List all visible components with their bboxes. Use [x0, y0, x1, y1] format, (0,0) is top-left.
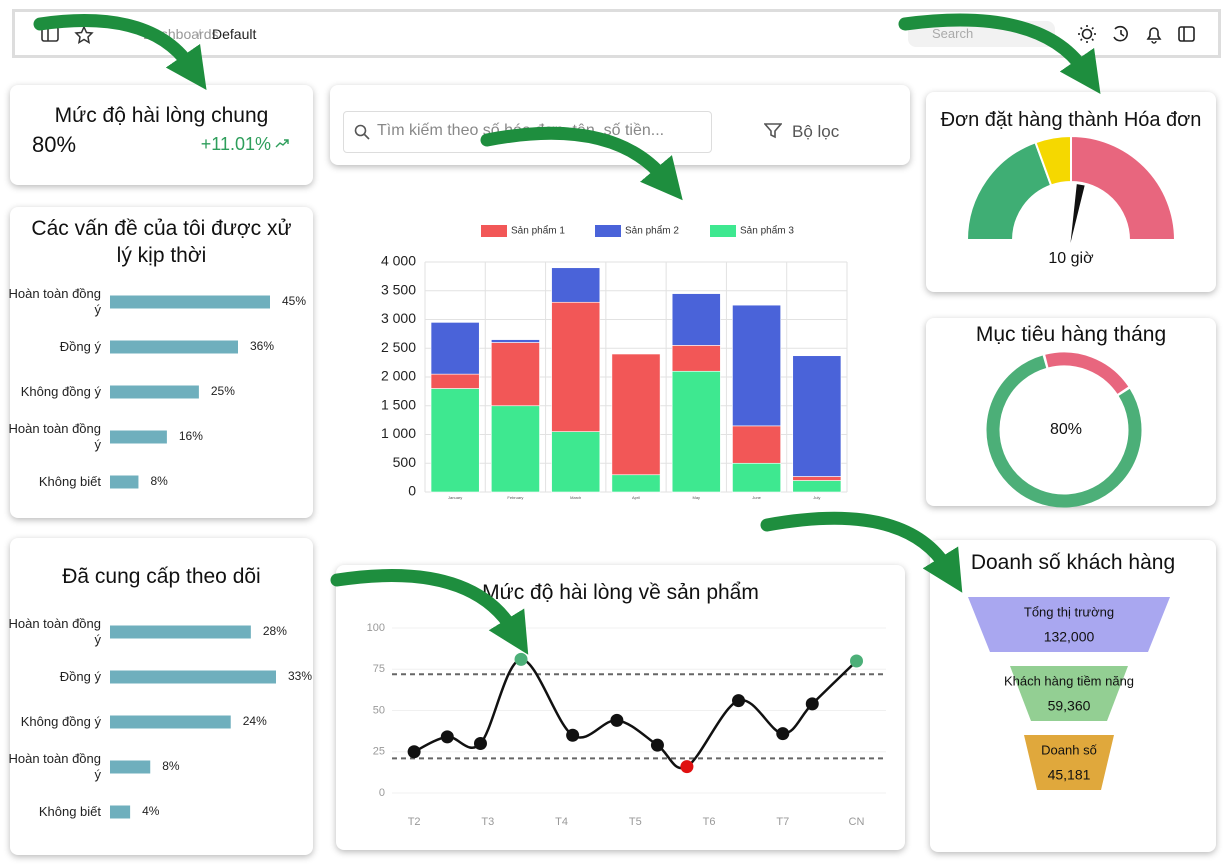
x-tick-label: March [570, 495, 581, 500]
bar-segment [551, 431, 601, 493]
bar-segment [611, 353, 661, 476]
y-tick-label: 4 000 [381, 253, 416, 269]
x-tick-label: April [632, 495, 640, 500]
legend-swatch [481, 225, 507, 237]
category-label: Hoàn toàn đồng ý [8, 421, 101, 452]
nav-icons[interactable] [41, 26, 101, 44]
bar-segment [491, 339, 540, 343]
search-icon [354, 124, 370, 140]
bar-segment [792, 480, 842, 493]
bar-segment [792, 476, 842, 481]
trend-icon [275, 139, 289, 148]
y-tick-label: 2 500 [381, 339, 416, 355]
kpi-title: Mức độ hài lòng chung [54, 104, 269, 127]
arrow [760, 511, 963, 593]
search-box[interactable]: Search [908, 21, 1055, 47]
legend-label: Sản phẩm 3 [740, 225, 794, 237]
search-placeholder: Search [932, 26, 974, 41]
x-tick-label: May [693, 495, 701, 500]
bar-segment [671, 370, 721, 493]
bar-segment [611, 474, 661, 493]
filter-icon[interactable] [764, 123, 782, 139]
bar-segment [551, 301, 601, 432]
category-label: Đồng ý [59, 669, 101, 684]
card-title: Các vấn đề của tôi được xử lý kịp thời [31, 217, 292, 267]
bar-segment [491, 405, 540, 493]
filter-button[interactable]: Bộ lọc [792, 122, 840, 141]
bar-segment [430, 388, 480, 493]
bar-segment [430, 373, 480, 389]
card-title: Mức độ hài lòng về sản phẩm [482, 581, 759, 604]
toolbar-icons[interactable] [1077, 24, 1207, 46]
card-title: Doanh số khách hàng [970, 551, 1176, 574]
legend-swatch [595, 225, 621, 237]
legend-label: Sản phẩm 2 [625, 225, 679, 237]
y-tick-label: 3 500 [381, 281, 416, 297]
category-label: Hoàn toàn đồng ý [8, 751, 101, 782]
hbar-card: Các vấn đề của tôi được xử lý kịp thời [10, 207, 313, 518]
top-bar: Dashboards / Default Search [12, 9, 1221, 58]
gauge-card: Đơn đặt hàng thành Hóa đơn [926, 92, 1216, 292]
hbar-card: Đã cung cấp theo dõi [10, 538, 313, 855]
category-label: Không biết [38, 474, 101, 489]
breadcrumb-current: Default [212, 26, 257, 42]
breadcrumb-separator: / [197, 26, 201, 42]
y-tick-label: 0 [408, 483, 416, 499]
bar-segment [671, 293, 721, 346]
bar-segment [491, 342, 540, 407]
search-input[interactable]: Tìm kiếm theo số hóa đơn, tên, số tiền..… [343, 111, 712, 153]
line-card: Mức độ hài lòng về sản phẩm [336, 565, 905, 850]
y-tick-label: 500 [393, 454, 417, 470]
bar-segment [430, 322, 480, 375]
category-label: Hoàn toàn đồng ý [8, 286, 101, 317]
y-tick-label: 3 000 [381, 310, 416, 326]
card-title: Đã cung cấp theo dõi [62, 565, 261, 588]
kpi-card: Mức độ hài lòng chung 80% +11.01% [10, 85, 313, 185]
bar-segment [732, 304, 781, 427]
x-tick-label: June [752, 495, 761, 500]
bar-segment [732, 425, 781, 464]
y-tick-label: 1 500 [381, 396, 416, 412]
kpi-value: 80% [32, 132, 77, 157]
card-title: Đơn đặt hàng thành Hóa đơn [940, 109, 1202, 131]
funnel-card: Doanh số khách hàng [930, 540, 1216, 852]
y-tick-label: 2 000 [381, 368, 416, 384]
breadcrumb-parent[interactable]: Dashboards [143, 26, 219, 42]
bar-segment [671, 345, 721, 372]
donut-card: Mục tiêu hàng tháng [926, 318, 1216, 506]
category-label: Không biết [38, 804, 101, 819]
y-tick-label: 1 000 [381, 425, 416, 441]
category-label: Không đồng ý [20, 384, 101, 399]
category-label: Đồng ý [59, 339, 101, 354]
search-card: Tìm kiếm theo số hóa đơn, tên, số tiền..… [330, 85, 910, 165]
x-tick-label: January [448, 495, 462, 500]
legend-swatch [710, 225, 736, 237]
card-title: Mục tiêu hàng tháng [975, 323, 1167, 346]
category-label: Hoàn toàn đồng ý [8, 616, 101, 647]
x-tick-label: February [507, 495, 523, 500]
bar-segment [551, 267, 601, 303]
bar-segment [732, 462, 781, 493]
x-tick-label: July [813, 495, 820, 500]
legend-label: Sản phẩm 1 [511, 225, 565, 237]
bar-segment [792, 355, 842, 477]
kpi-change: +11.01% [200, 134, 271, 154]
category-label: Không đồng ý [20, 714, 101, 729]
search-placeholder: Tìm kiếm theo số hóa đơn, tên, số tiền..… [377, 122, 665, 139]
